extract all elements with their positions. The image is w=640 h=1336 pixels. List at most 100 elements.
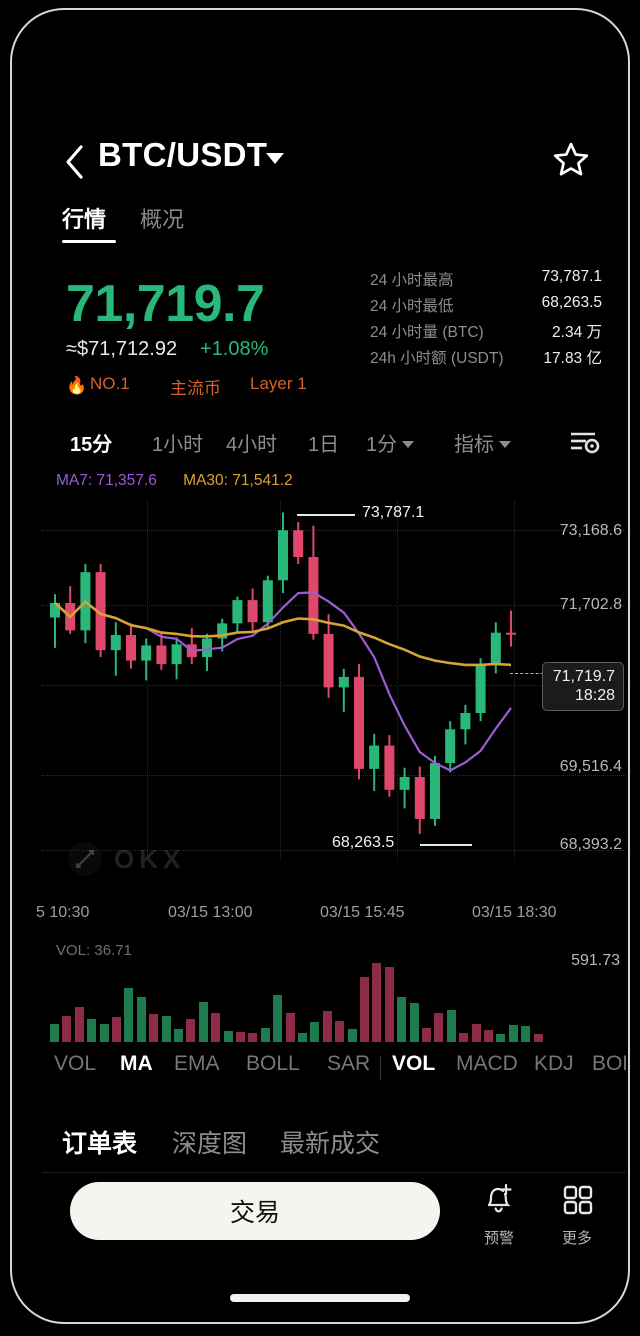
stat-label: 24h 小时额 (USDT) xyxy=(370,350,504,367)
current-price-time: 18:28 xyxy=(574,687,615,704)
divider xyxy=(42,1172,626,1173)
y-tick-label: 68,393.2 xyxy=(559,836,622,853)
star-icon[interactable] xyxy=(552,140,590,178)
current-price-dash xyxy=(510,673,554,674)
ma30-legend: MA30: 71,541.2 xyxy=(183,472,293,489)
timeframe-4h[interactable]: 4小时 xyxy=(226,434,278,456)
stat-row: 24 小时最高 73,787.1 xyxy=(370,268,602,291)
low-annotation-line xyxy=(420,844,472,846)
gridline xyxy=(42,775,626,776)
tab-market[interactable]: 行情 xyxy=(62,207,107,232)
volume-bar xyxy=(409,1003,419,1042)
timeframe-more[interactable]: 1分 xyxy=(366,428,415,457)
okx-logo: OKX xyxy=(114,844,186,874)
x-tick-label: 03/15 18:30 xyxy=(472,904,557,921)
y-tick-label: 69,516.4 xyxy=(559,758,622,775)
timeframe-1h[interactable]: 1小时 xyxy=(152,434,204,456)
tag-rank[interactable]: NO.1 xyxy=(90,374,130,393)
indicator-menu[interactable]: 指标 xyxy=(454,428,511,457)
stat-label: 24 小时最高 xyxy=(370,272,454,289)
indicator-kdj[interactable]: KDJ xyxy=(534,1052,574,1075)
indicator-boll-sub[interactable]: BOLL xyxy=(592,1052,626,1075)
volume-label: VOL: 36.71 xyxy=(56,942,132,959)
stat-label: 24 小时量 (BTC) xyxy=(370,324,484,341)
indicator-row: VOL MA EMA BOLL SAR VOL MACD KDJ BOLL xyxy=(42,1052,626,1086)
current-price-badge: 71,719.7 18:28 xyxy=(541,662,624,711)
chevron-down-icon xyxy=(402,441,415,448)
timeframe-15m[interactable]: 15分 xyxy=(70,434,113,456)
tab-recent-trades[interactable]: 最新成交 xyxy=(280,1130,381,1158)
volume-bar xyxy=(87,1019,97,1042)
tag-mainstream[interactable]: 主流币 xyxy=(170,379,221,398)
trade-button[interactable]: 交易 xyxy=(70,1182,440,1240)
indicator-vol-main[interactable]: VOL xyxy=(54,1052,97,1075)
stat-value: 73,787.1 xyxy=(541,268,602,285)
chevron-down-icon[interactable] xyxy=(266,153,284,164)
x-axis: 5 10:30 03/15 13:00 03/15 15:45 03/15 18… xyxy=(32,904,626,930)
gridline xyxy=(42,530,626,531)
indicator-vol-sub[interactable]: VOL xyxy=(392,1052,436,1075)
x-tick-label: 03/15 13:00 xyxy=(168,904,253,921)
tab-order-book[interactable]: 订单表 xyxy=(62,1130,138,1158)
volume-bar xyxy=(273,995,283,1042)
timeframe-bar: 15分 1小时 4小时 1日 1分 指标 xyxy=(54,426,602,466)
volume-max-label: 591.73 xyxy=(571,952,620,969)
volume-bar xyxy=(74,1006,84,1042)
volume-bar xyxy=(496,1033,506,1042)
market-stats: 24 小时最高 73,787.1 24 小时最低 68,263.5 24 小时量… xyxy=(370,268,602,372)
volume-bar xyxy=(186,1018,196,1042)
ma-legend: MA7: 71,357.6 MA30: 71,541.2 xyxy=(56,472,293,490)
indicator-boll[interactable]: BOLL xyxy=(246,1052,300,1075)
chart-settings-icon[interactable] xyxy=(568,426,602,456)
page-title[interactable]: BTC/USDT xyxy=(98,136,268,173)
high-annotation: 73,787.1 xyxy=(362,504,425,521)
indicator-macd[interactable]: MACD xyxy=(456,1052,518,1075)
indicator-sar[interactable]: SAR xyxy=(327,1052,371,1075)
low-annotation: 68,263.5 xyxy=(332,834,395,851)
back-icon[interactable] xyxy=(62,142,88,182)
alert-button[interactable]: 预警 xyxy=(464,1180,534,1248)
stat-value: 2.34 万 xyxy=(552,324,602,341)
x-tick-label: 03/15 15:45 xyxy=(320,904,405,921)
high-annotation-line xyxy=(297,514,355,516)
volume-bar xyxy=(397,996,407,1042)
tab-depth-chart[interactable]: 深度图 xyxy=(172,1130,248,1158)
flame-icon: 🔥 xyxy=(66,376,88,395)
gridline xyxy=(280,500,281,860)
volume-bar xyxy=(471,1023,481,1042)
more-button[interactable]: 更多 xyxy=(542,1180,612,1248)
expand-icon[interactable] xyxy=(68,842,102,876)
tag-layer1[interactable]: Layer 1 xyxy=(250,374,307,393)
volume-bar xyxy=(422,1028,431,1042)
volume-bar xyxy=(236,1032,245,1042)
volume-bar xyxy=(285,1013,295,1042)
volume-chart: VOL: 36.71 591.73 xyxy=(42,938,626,1048)
volume-bar xyxy=(99,1023,109,1042)
indicator-ema[interactable]: EMA xyxy=(174,1052,220,1075)
grid-icon xyxy=(563,1185,593,1215)
volume-bar xyxy=(508,1025,518,1042)
home-indicator xyxy=(230,1294,410,1302)
volume-bar xyxy=(347,1029,357,1042)
volume-bar xyxy=(136,996,146,1042)
volume-bar xyxy=(112,1017,121,1042)
tab-overview[interactable]: 概况 xyxy=(140,207,185,232)
indicator-ma[interactable]: MA xyxy=(120,1052,153,1075)
volume-bar xyxy=(434,1013,444,1042)
price-chart[interactable]: MA7: 71,357.6 MA30: 71,541.2 73,787.1 68… xyxy=(42,470,626,900)
timeframe-1d[interactable]: 1日 xyxy=(308,434,340,456)
candlestick-series xyxy=(50,512,516,834)
app-screen: BTC/USDT 行情 概况 71,719.7 ≈$71,712.92 +1.0… xyxy=(14,12,626,1312)
volume-bar xyxy=(298,1032,307,1042)
stat-label: 24 小时最低 xyxy=(370,298,454,315)
gridline xyxy=(514,500,515,860)
current-price-value: 71,719.7 xyxy=(552,668,615,685)
volume-bar xyxy=(198,1001,208,1042)
header: BTC/USDT xyxy=(54,136,594,188)
alert-label: 预警 xyxy=(483,1230,514,1247)
volume-bar xyxy=(384,967,394,1042)
more-label: 更多 xyxy=(561,1230,592,1247)
view-tabs: 行情 概况 xyxy=(62,202,362,246)
stat-value: 17.83 亿 xyxy=(543,350,602,367)
